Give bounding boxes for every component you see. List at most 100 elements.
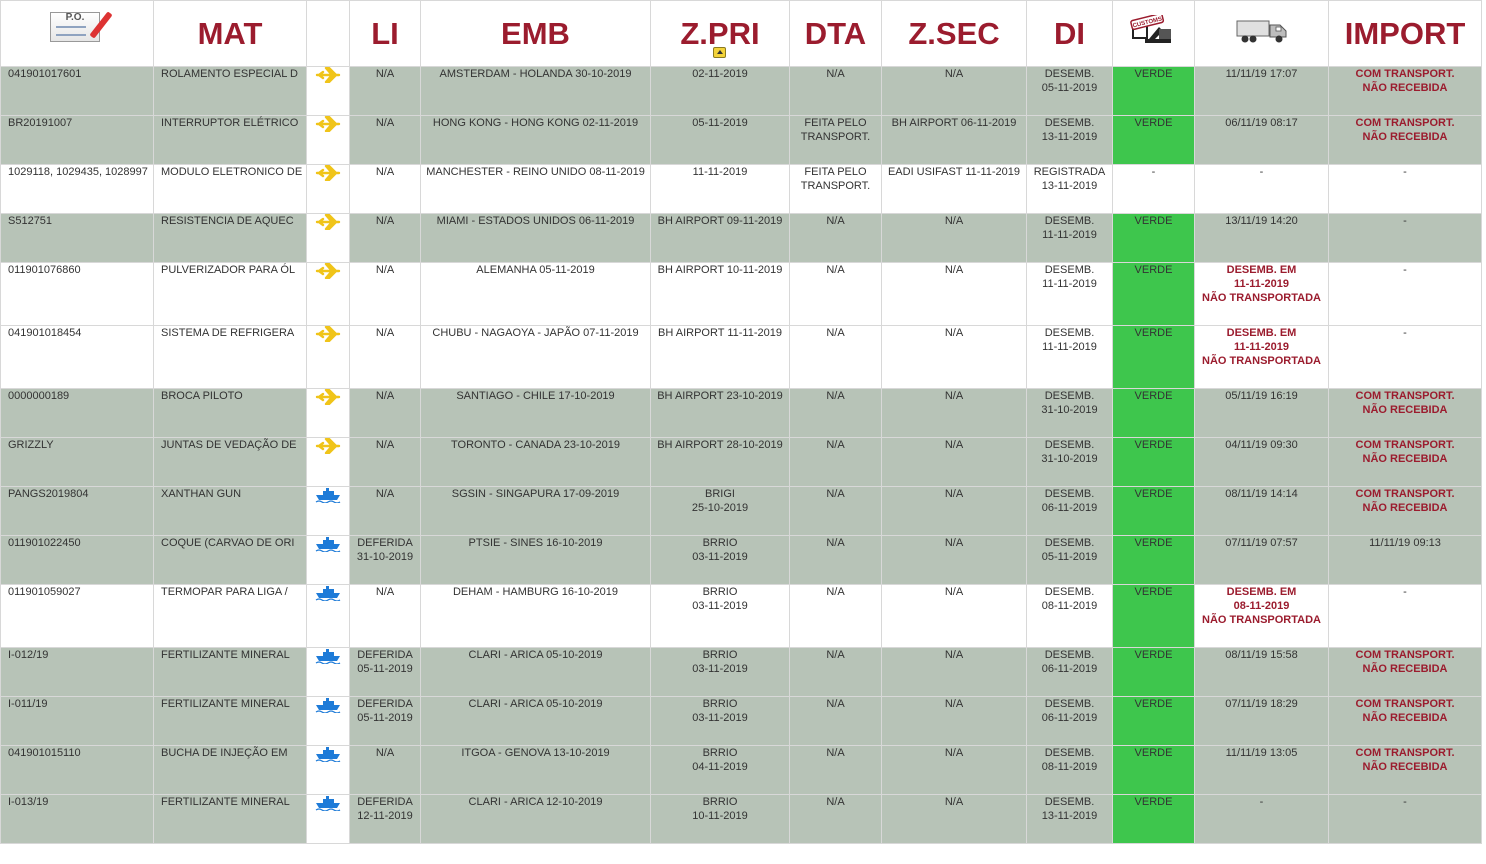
cell-line: 11-11-2019 — [1233, 278, 1290, 290]
transport-cell: 04/11/19 09:30 — [1194, 437, 1329, 487]
li-cell: N/A — [349, 66, 421, 116]
table-row[interactable]: 041901015110 BUCHA DE INJEÇÃO EM N/A ITGOA … — [0, 745, 1482, 795]
table-row[interactable]: 041901018454 SISTEMA DE REFRIGERA N/A CHUBU… — [0, 325, 1482, 389]
header-transport[interactable] — [1194, 0, 1329, 67]
transport-cell: DESEMB. EM 11-11-2019 NÃO TRANSPORTADA — [1194, 325, 1329, 389]
import-cell: - — [1328, 213, 1482, 263]
header-di[interactable]: DI — [1026, 0, 1113, 67]
mat-cell: BROCA PILOTO — [153, 388, 307, 438]
di-cell: DESEMB. 08-11-2019 — [1026, 584, 1113, 648]
table-row[interactable]: 011901022450 COQUE (CARVAO DE ORI DEFERIDA… — [0, 535, 1482, 585]
table-row[interactable]: 041901017601 ROLAMENTO ESPECIAL D N/A AMSTE… — [0, 66, 1482, 116]
customs-icon: CUSTOMS — [1129, 14, 1171, 43]
header-zpri[interactable]: Z.PRI — [650, 0, 790, 67]
emb-cell: MANCHESTER - REINO UNIDO 08-11-2019 — [420, 164, 651, 214]
zsec-cell: N/A — [881, 794, 1027, 844]
cell-line: 06-11-2019 — [1041, 712, 1098, 724]
table-row[interactable]: PANGS2019804 XANTHAN GUN N/A SGSIN - SINGAP… — [0, 486, 1482, 536]
cell-line: - — [1403, 264, 1407, 276]
po-cell[interactable]: 041901015110 — [0, 745, 154, 795]
po-cell[interactable]: PANGS2019804 — [0, 486, 154, 536]
emb-cell: CHUBU - NAGAOYA - JAPÃO 07-11-2019 — [420, 325, 651, 389]
header-po[interactable]: P.O. — [0, 0, 154, 67]
po-cell[interactable]: 0000000189 — [0, 388, 154, 438]
po-cell[interactable]: I-011/19 — [0, 696, 154, 746]
header-emb[interactable]: EMB — [420, 0, 651, 67]
cell-line: BRRIO — [702, 649, 738, 661]
cell-line: 06-11-2019 — [1041, 663, 1098, 675]
zpri-cell: BH AIRPORT 23-10-2019 — [650, 388, 790, 438]
table-row[interactable]: I-011/19 FERTILIZANTE MINERAL DEFERIDA 05-1… — [0, 696, 1482, 746]
transport-cell: 08/11/19 14:14 — [1194, 486, 1329, 536]
cell-line: DESEMB. — [1044, 264, 1095, 276]
zpri-cell: BH AIRPORT 11-11-2019 — [650, 325, 790, 389]
canal-cell: VERDE — [1112, 115, 1195, 165]
po-cell[interactable]: 011901076860 — [0, 262, 154, 326]
mat-cell: SISTEMA DE REFRIGERA — [153, 325, 307, 389]
cell-line: - — [1259, 796, 1264, 808]
header-mat[interactable]: MAT — [153, 0, 307, 67]
table-row[interactable]: 0000000189 BROCA PILOTO N/A SANTIAGO - CHIL… — [0, 388, 1482, 438]
cell-line: COM TRANSPORT. — [1355, 698, 1455, 710]
table-row[interactable]: 011901059027 TERMOPAR PARA LIGA / N/A DEHAM… — [0, 584, 1482, 648]
header-zsec[interactable]: Z.SEC — [881, 0, 1027, 67]
cell-line: 11-11-2019 — [1042, 278, 1097, 290]
canal-cell: VERDE — [1112, 262, 1195, 326]
po-cell[interactable]: 041901017601 — [0, 66, 154, 116]
table-row[interactable]: I-013/19 FERTILIZANTE MINERAL DEFERIDA 12-1… — [0, 794, 1482, 844]
cell-line: 13/11/19 14:20 — [1225, 215, 1298, 227]
zpri-cell: BRRIO 03-11-2019 — [650, 584, 790, 648]
table-row[interactable]: S512751 RESISTENCIA DE AQUEC N/A MIAMI - ES… — [0, 213, 1482, 263]
import-cell: COM TRANSPORT. NÃO RECEBIDA — [1328, 647, 1482, 697]
ship-icon — [315, 537, 341, 555]
table-row[interactable]: 1029118, 1029435, 1028997 MODULO ELETRONI… — [0, 164, 1482, 214]
table-row[interactable]: BR20191007 INTERRUPTOR ELÉTRICO N/A HONG KO… — [0, 115, 1482, 165]
modal-cell — [306, 486, 350, 536]
po-cell[interactable]: 1029118, 1029435, 1028997 — [0, 164, 154, 214]
dta-cell: N/A — [789, 262, 882, 326]
cell-line: BRRIO — [702, 747, 738, 759]
transport-cell: 07/11/19 07:57 — [1194, 535, 1329, 585]
transport-cell: - — [1194, 164, 1329, 214]
cell-line: N/A — [826, 537, 845, 549]
emb-cell: SGSIN - SINGAPURA 17-09-2019 — [420, 486, 651, 536]
modal-cell — [306, 115, 350, 165]
header-customs[interactable]: CUSTOMS — [1112, 0, 1195, 67]
cell-line: 11/11/19 13:05 — [1225, 747, 1298, 759]
modal-cell — [306, 388, 350, 438]
cell-line: 08-11-2019 — [1041, 761, 1098, 773]
zpri-cell: BH AIRPORT 28-10-2019 — [650, 437, 790, 487]
header-dta[interactable]: DTA — [789, 0, 882, 67]
airplane-icon — [315, 67, 341, 86]
po-cell[interactable]: S512751 — [0, 213, 154, 263]
cell-line: 08-11-2019 — [1233, 600, 1290, 612]
sort-ascending-icon[interactable] — [713, 47, 726, 58]
emb-cell: MIAMI - ESTADOS UNIDOS 06-11-2019 — [420, 213, 651, 263]
po-cell[interactable]: I-012/19 — [0, 647, 154, 697]
header-import[interactable]: IMPORT — [1328, 0, 1482, 67]
header-li[interactable]: LI — [349, 0, 421, 67]
po-cell[interactable]: I-013/19 — [0, 794, 154, 844]
zsec-cell: N/A — [881, 486, 1027, 536]
po-cell[interactable]: 011901059027 — [0, 584, 154, 648]
table-row[interactable]: I-012/19 FERTILIZANTE MINERAL DEFERIDA 05-1… — [0, 647, 1482, 697]
cell-line: REGISTRADA — [1033, 166, 1106, 178]
po-cell[interactable]: 011901022450 — [0, 535, 154, 585]
cell-line: BH AIRPORT 10-11-2019 — [657, 264, 783, 276]
dta-cell: N/A — [789, 325, 882, 389]
po-cell[interactable]: BR20191007 — [0, 115, 154, 165]
airplane-icon — [315, 326, 341, 345]
cell-line: N/A — [375, 747, 395, 759]
table-row[interactable]: 011901076860 PULVERIZADOR PARA ÓL N/A ALEMA… — [0, 262, 1482, 326]
cell-line: N/A — [375, 327, 395, 339]
po-cell[interactable]: GRIZZLY — [0, 437, 154, 487]
po-cell[interactable]: 041901018454 — [0, 325, 154, 389]
transport-cell: 08/11/19 15:58 — [1194, 647, 1329, 697]
table-row[interactable]: GRIZZLY JUNTAS DE VEDAÇÃO DE N/A TORONTO - … — [0, 437, 1482, 487]
zsec-cell: N/A — [881, 213, 1027, 263]
li-cell: N/A — [349, 388, 421, 438]
cell-line: BH AIRPORT 23-10-2019 — [657, 390, 783, 402]
di-cell: DESEMB. 11-11-2019 — [1026, 213, 1113, 263]
cell-line: NÃO RECEBIDA — [1362, 502, 1448, 514]
transport-cell: - — [1194, 794, 1329, 844]
